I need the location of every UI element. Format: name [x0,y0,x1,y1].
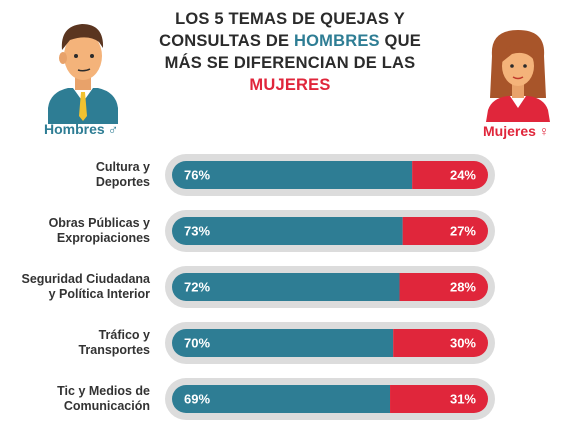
category-label-line: Deportes [95,175,150,189]
man-avatar-icon [48,24,118,124]
category-label-line: Expropiaciones [56,231,150,245]
bar-hombres [172,161,413,189]
category-label: Seguridad Ciudadana y Política Interior [2,272,151,302]
category-label-line: Seguridad Ciudadana [21,272,151,286]
data-label-mujeres: 27% [450,224,476,239]
legend-men: Hombres ♂ [44,121,118,137]
data-label-hombres: 76% [184,168,210,183]
category-label-line: Obras Públicas y [48,216,150,230]
title-prefix: LOS 5 TEMAS DE QUEJAS Y CONSULTAS DE [159,10,405,50]
category-label: Tráfico y Transportes [2,328,150,358]
data-label-mujeres: 31% [450,392,476,407]
data-label-mujeres: 30% [450,336,476,351]
bar-hombres [172,385,391,413]
bar-mujeres [390,385,488,413]
category-label-line: Tic y Medios de [57,384,150,398]
data-label-hombres: 73% [184,224,210,239]
category-label-line: Cultura y [95,160,150,174]
chart-title: LOS 5 TEMAS DE QUEJAS Y CONSULTAS DE HOM… [140,8,440,96]
male-symbol-icon: ♂ [107,121,119,137]
bar-hombres [172,329,394,357]
woman-avatar-icon [486,30,550,122]
title-middle: QUE MÁS SE DIFERENCIAN DE LAS [164,32,421,72]
category-label: Tic y Medios de Comunicación [2,384,150,414]
category-label: Cultura y Deportes [2,160,150,190]
data-label-mujeres: 28% [450,280,476,295]
female-symbol-icon: ♀ [538,123,550,139]
legend-men-label: Hombres [44,121,105,137]
data-label-mujeres: 24% [450,168,476,183]
bar-mujeres [412,161,488,189]
category-label-line: Tráfico y [98,328,150,342]
title-women-word: MUJERES [249,76,331,94]
legend-women: Mujeres ♀ [483,123,549,139]
data-label-hombres: 70% [184,336,210,351]
bar-hombres [172,217,403,245]
bar-mujeres [399,273,488,301]
data-label-hombres: 69% [184,392,210,407]
category-label: Obras Públicas y Expropiaciones [2,216,150,246]
category-label-line: y Política Interior [48,287,150,301]
legend-women-label: Mujeres [483,123,536,139]
bar-mujeres [393,329,488,357]
category-label-line: Comunicación [63,399,150,413]
data-label-hombres: 72% [184,280,210,295]
bar-mujeres [402,217,488,245]
bar-hombres [172,273,400,301]
category-label-line: Transportes [78,343,150,357]
title-men-word: HOMBRES [294,32,380,50]
